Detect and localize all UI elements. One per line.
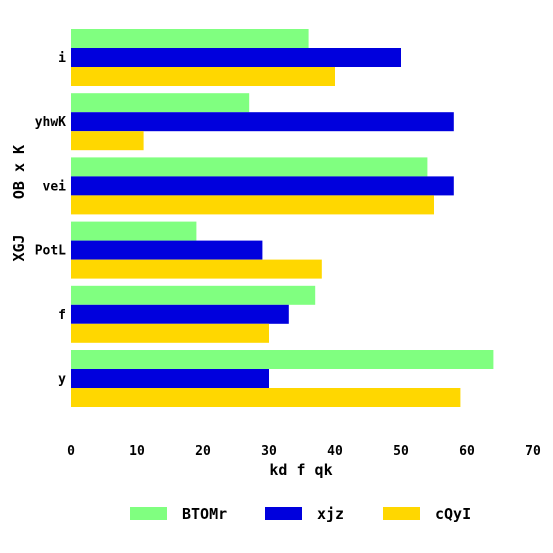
y-axis-title: XGJ OB x K xyxy=(10,145,28,262)
y-tick-label: y xyxy=(58,372,66,387)
x-tick-label: 0 xyxy=(67,444,75,459)
legend: BTOMr xjz cQyI xyxy=(130,505,471,523)
bar-BTOMr-f xyxy=(71,286,315,305)
bar-xjz-y xyxy=(71,369,269,388)
bar-cQyI-PotL xyxy=(71,260,322,279)
x-tick-label: 70 xyxy=(525,444,541,459)
y-tick-label: f xyxy=(58,308,66,323)
x-tick-label: 10 xyxy=(129,444,145,459)
x-tick-label: 50 xyxy=(393,444,409,459)
bar-xjz-PotL xyxy=(71,241,262,260)
y-axis-title-line: XGJ xyxy=(10,234,28,261)
bar-BTOMr-y xyxy=(71,350,493,369)
x-tick-label: 30 xyxy=(261,444,277,459)
y-tick-labels: i yhwK vei PotL f y xyxy=(35,51,66,387)
bar-xjz-f xyxy=(71,305,289,324)
legend-swatch-xjz xyxy=(265,507,302,520)
legend-label-BTOMr: BTOMr xyxy=(182,505,227,523)
bar-cQyI-y xyxy=(71,388,460,407)
bar-cQyI-f xyxy=(71,324,269,343)
x-axis-title: kd f qk xyxy=(269,461,332,479)
bar-BTOMr-yhwK xyxy=(71,93,249,112)
legend-label-xjz: xjz xyxy=(317,505,344,523)
legend-label-cQyI: cQyI xyxy=(435,505,471,523)
bar-xjz-i xyxy=(71,48,401,67)
bar-BTOMr-i xyxy=(71,29,309,48)
bar-xjz-vei xyxy=(71,176,454,195)
x-tick-label: 20 xyxy=(195,444,211,459)
y-tick-label: yhwK xyxy=(35,115,66,130)
y-tick-label: i xyxy=(58,51,66,66)
y-tick-label: vei xyxy=(43,179,67,194)
bar-cQyI-i xyxy=(71,67,335,86)
bar-cQyI-yhwK xyxy=(71,131,144,150)
bar-BTOMr-vei xyxy=(71,157,427,176)
x-tick-label: 60 xyxy=(459,444,475,459)
bars-group xyxy=(71,29,493,407)
bar-BTOMr-PotL xyxy=(71,222,196,241)
y-tick-label: PotL xyxy=(35,244,66,259)
y-axis-title-line: OB x K xyxy=(10,145,28,199)
x-tick-label: 40 xyxy=(327,444,343,459)
legend-swatch-BTOMr xyxy=(130,507,167,520)
bar-cQyI-vei xyxy=(71,195,434,214)
legend-swatch-cQyI xyxy=(383,507,420,520)
bar-xjz-yhwK xyxy=(71,112,454,131)
x-tick-labels: 0 10 20 30 40 50 60 70 xyxy=(67,444,541,459)
